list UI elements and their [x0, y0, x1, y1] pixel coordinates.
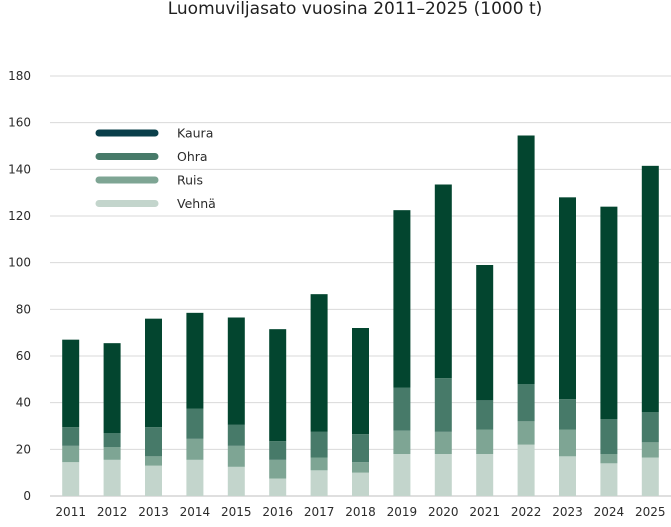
y-tick-label: 160	[8, 116, 31, 130]
x-tick-label: 2017	[304, 505, 335, 519]
bar-segment-kaura-2017	[310, 294, 328, 432]
bar-segment-kaura-2022	[517, 135, 535, 384]
chart-title: Luomuviljasato vuosina 2011–2025 (1000 t…	[168, 0, 543, 19]
bars	[62, 135, 659, 496]
bar-segment-ohra-2015	[227, 424, 245, 446]
bar-segment-vehn-2021	[476, 454, 494, 496]
bar-segment-kaura-2025	[641, 165, 659, 412]
legend-label: Vehnä	[177, 196, 216, 211]
bar-segment-ruis-2013	[145, 456, 162, 466]
y-tick-label: 120	[8, 209, 31, 223]
legend: Kaura Ohra Ruis Vehnä	[95, 126, 216, 211]
bar-segment-vehn-2014	[186, 459, 204, 496]
x-tick-label: 2020	[428, 505, 459, 519]
bar-segment-ohra-2018	[352, 434, 369, 463]
bar-segment-vehn-2016	[269, 478, 287, 496]
bar-segment-ruis-2012	[103, 447, 121, 460]
y-tick-label: 20	[16, 442, 31, 456]
bar-segment-vehn-2018	[352, 472, 369, 496]
bar-segment-kaura-2014	[186, 312, 204, 409]
x-tick-label: 2024	[594, 505, 625, 519]
bar-segment-ruis-2014	[186, 438, 204, 460]
bar-segment-vehn-2020	[434, 454, 452, 496]
bar-segment-vehn-2013	[145, 465, 162, 496]
x-tick-label: 2022	[511, 505, 542, 519]
y-tick-label: 80	[16, 302, 31, 316]
bar-segment-kaura-2011	[62, 339, 80, 428]
x-tick-label: 2012	[97, 505, 128, 519]
bar-segment-ruis-2011	[62, 445, 80, 463]
bar-segment-kaura-2021	[476, 265, 494, 401]
legend-label: Ohra	[177, 149, 208, 164]
bar-segment-vehn-2023	[559, 456, 576, 496]
bar-segment-ruis-2016	[269, 459, 287, 479]
bar-segment-vehn-2012	[103, 459, 121, 496]
y-tick-label: 0	[23, 489, 31, 503]
bar-segment-ohra-2012	[103, 433, 121, 447]
bar-segment-vehn-2022	[517, 444, 535, 496]
y-tick-label: 60	[16, 349, 31, 363]
bar-segment-ohra-2022	[517, 384, 535, 422]
bar-segment-ohra-2016	[269, 441, 287, 460]
y-tick-label: 180	[8, 69, 31, 83]
x-tick-label: 2018	[345, 505, 376, 519]
bar-segment-ruis-2023	[559, 429, 576, 457]
bar-segment-ruis-2019	[393, 430, 411, 454]
x-tick-label: 2021	[469, 505, 500, 519]
bar-segment-ohra-2013	[145, 427, 162, 457]
bar-segment-vehn-2017	[310, 470, 328, 496]
x-tick-label: 2011	[55, 505, 86, 519]
x-tick-label: 2016	[262, 505, 293, 519]
bar-segment-kaura-2016	[269, 329, 287, 442]
bar-segment-ruis-2018	[352, 462, 369, 473]
x-axis-ticks: 2011 2012 2013 2014 2015 2016 2017 2018 2019 2020…	[55, 505, 665, 519]
bar-segment-kaura-2012	[103, 343, 121, 433]
bar-segment-kaura-2018	[352, 328, 369, 435]
bar-segment-ohra-2021	[476, 400, 494, 430]
bar-segment-kaura-2013	[145, 318, 162, 428]
x-tick-label: 2013	[138, 505, 169, 519]
bar-segment-ohra-2020	[434, 378, 452, 432]
bar-segment-vehn-2025	[641, 457, 659, 496]
x-tick-label: 2014	[180, 505, 211, 519]
bar-segment-kaura-2020	[434, 184, 452, 379]
bar-segment-ruis-2025	[641, 442, 659, 458]
bar-segment-vehn-2024	[600, 463, 618, 496]
bar-segment-ohra-2023	[559, 399, 576, 430]
bar-segment-kaura-2015	[227, 317, 245, 425]
bar-segment-ruis-2022	[517, 421, 535, 445]
bar-segment-ruis-2015	[227, 445, 245, 467]
bar-segment-ruis-2017	[310, 457, 328, 471]
x-tick-label: 2015	[221, 505, 252, 519]
legend-label: Kaura	[177, 126, 213, 141]
bar-segment-ohra-2019	[393, 387, 411, 431]
y-tick-label: 140	[8, 162, 31, 176]
bar-segment-ohra-2017	[310, 431, 328, 458]
y-tick-label: 40	[16, 396, 31, 410]
bar-segment-ruis-2020	[434, 431, 452, 454]
bar-segment-kaura-2023	[559, 197, 576, 400]
bar-segment-ruis-2021	[476, 429, 494, 454]
bar-segment-kaura-2019	[393, 210, 411, 388]
bar-segment-ohra-2014	[186, 408, 204, 439]
y-tick-label: 100	[8, 256, 31, 270]
bar-segment-vehn-2019	[393, 454, 411, 496]
bar-segment-ohra-2024	[600, 419, 618, 454]
bar-segment-kaura-2024	[600, 206, 618, 419]
bar-segment-ohra-2025	[641, 412, 659, 443]
bar-segment-vehn-2011	[62, 462, 80, 496]
x-tick-label: 2019	[387, 505, 418, 519]
bar-segment-ohra-2011	[62, 427, 80, 446]
bar-segment-vehn-2015	[227, 466, 245, 496]
y-axis-ticks: 0 20 40 60 80 100 120 140 160 180	[8, 69, 31, 503]
bar-segment-ruis-2024	[600, 454, 618, 464]
x-tick-label: 2025	[635, 505, 666, 519]
x-tick-label: 2023	[552, 505, 583, 519]
legend-label: Ruis	[177, 173, 203, 188]
